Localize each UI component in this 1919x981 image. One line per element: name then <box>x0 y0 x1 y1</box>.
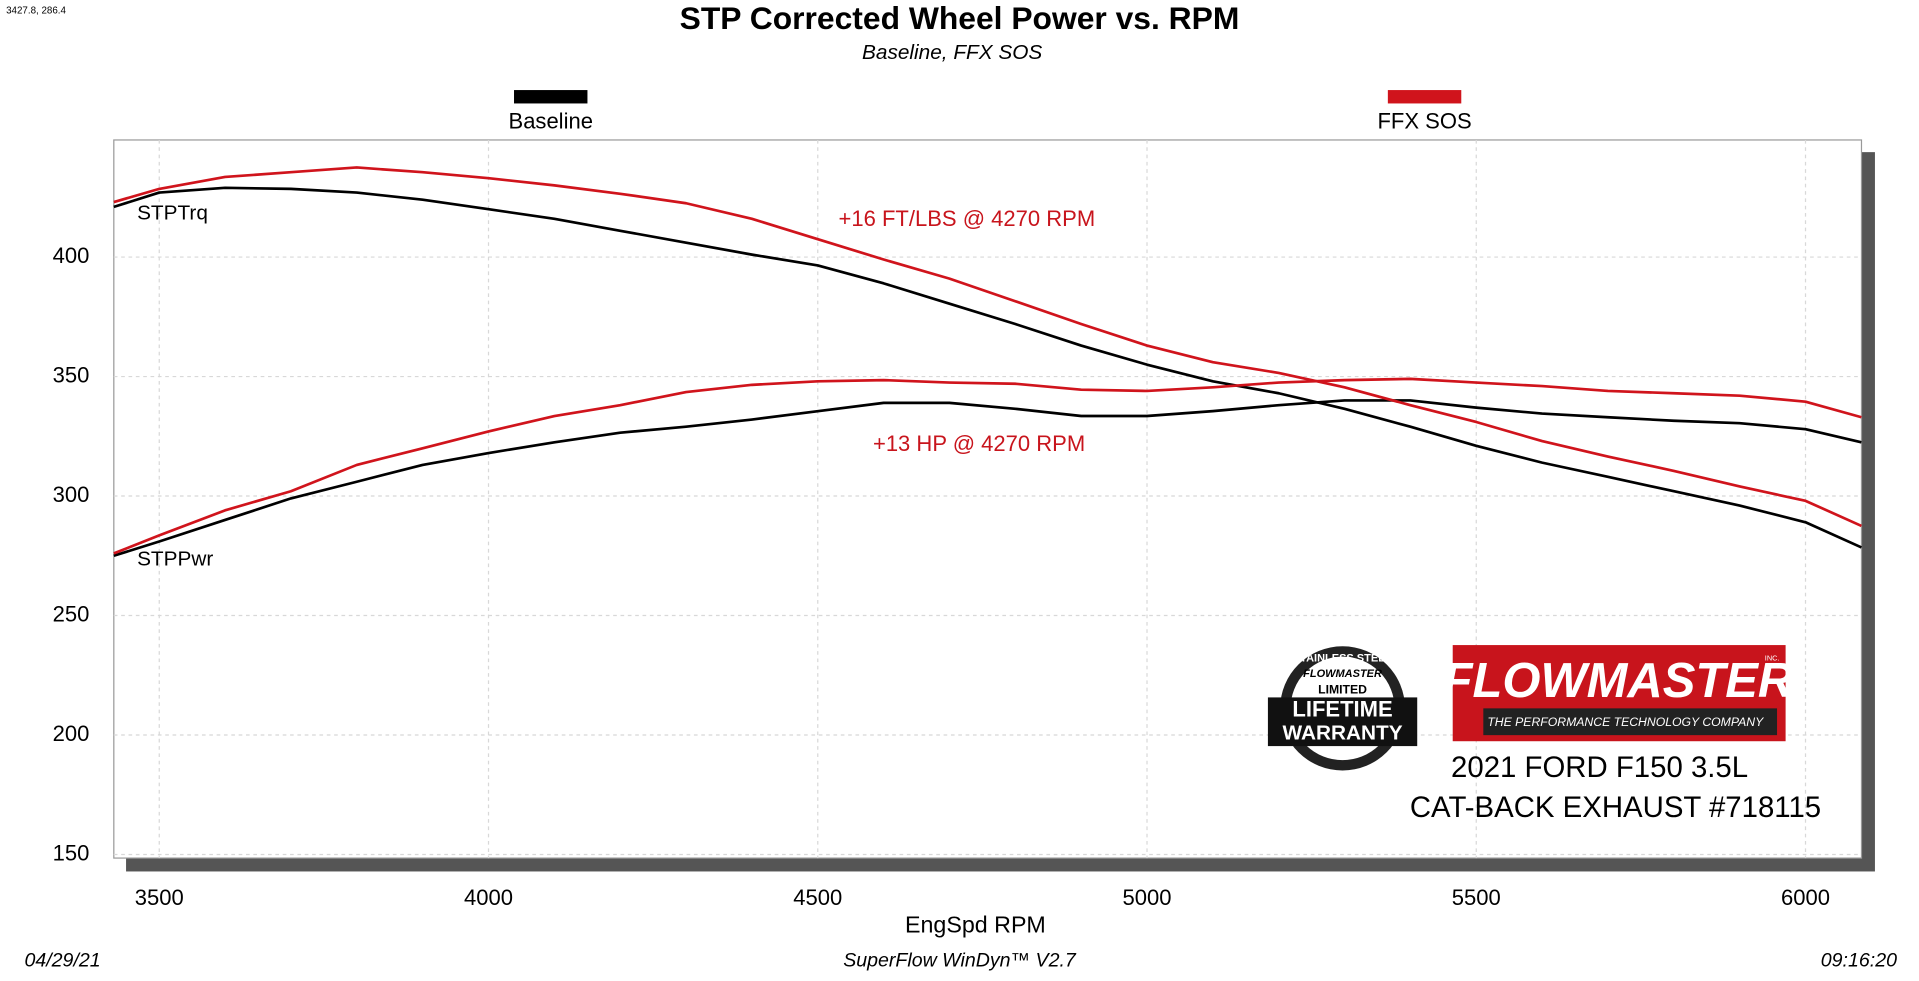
y-tick-label: 250 <box>53 601 90 626</box>
power-label: STPPwr <box>137 547 213 570</box>
x-tick-label: 4000 <box>464 885 513 910</box>
chart-subtitle: Baseline, FFX SOS <box>862 41 1042 64</box>
logo-inc: INC. <box>1765 653 1780 662</box>
warranty-text: STAINLESS STEEL <box>1293 652 1393 664</box>
annotation: +13 HP @ 4270 RPM <box>873 431 1085 456</box>
y-tick-label: 350 <box>53 362 90 387</box>
product-line: 2021 FORD F150 3.5L <box>1451 751 1748 784</box>
warranty-badge: STAINLESS STEEL FLOWMASTER LIMITED LIFET… <box>1267 646 1418 771</box>
y-tick-label: 150 <box>53 840 90 865</box>
footer-date: 04/29/21 <box>24 950 100 972</box>
warranty-text: LIFETIME <box>1292 697 1392 722</box>
x-axis-label: EngSpd RPM <box>905 911 1046 937</box>
data-line <box>113 186 1863 549</box>
torque-label: STPTrq <box>137 202 208 225</box>
data-line <box>113 166 1863 528</box>
x-tick-label: 5000 <box>1123 885 1172 910</box>
legend-swatch <box>1387 90 1462 104</box>
data-line <box>113 399 1862 558</box>
y-tick-label: 200 <box>53 721 90 746</box>
footer-time: 09:16:20 <box>1821 950 1897 972</box>
warranty-text: WARRANTY <box>1283 721 1403 744</box>
x-tick-label: 4500 <box>793 885 842 910</box>
footer-software: SuperFlow WinDyn™ V2.7 <box>843 950 1077 972</box>
warranty-text: FLOWMASTER <box>1303 668 1382 680</box>
flowmaster-logo: FLOWMASTER INC. THE PERFORMANCE TECHNOLO… <box>1443 645 1794 742</box>
x-tick-label: 5500 <box>1452 885 1501 910</box>
annotation: +16 FT/LBS @ 4270 RPM <box>839 206 1096 231</box>
y-tick-label: 300 <box>53 482 90 507</box>
logo-tagline: THE PERFORMANCE TECHNOLOGY COMPANY <box>1487 715 1764 729</box>
corner-readout: 3427.8, 286.4 <box>6 6 66 17</box>
x-tick-label: 6000 <box>1781 885 1830 910</box>
chart-title: STP Corrected Wheel Power vs. RPM <box>680 0 1240 36</box>
data-line <box>113 377 1862 555</box>
warranty-text: LIMITED <box>1318 682 1367 696</box>
y-tick-label: 400 <box>53 243 90 268</box>
legend-swatch <box>514 90 588 104</box>
x-tick-label: 3500 <box>135 885 184 910</box>
logo-brand: FLOWMASTER <box>1443 654 1794 708</box>
product-line: CAT-BACK EXHAUST #718115 <box>1410 791 1821 824</box>
legend-label: FFX SOS <box>1377 109 1471 134</box>
legend-label: Baseline <box>509 109 593 134</box>
